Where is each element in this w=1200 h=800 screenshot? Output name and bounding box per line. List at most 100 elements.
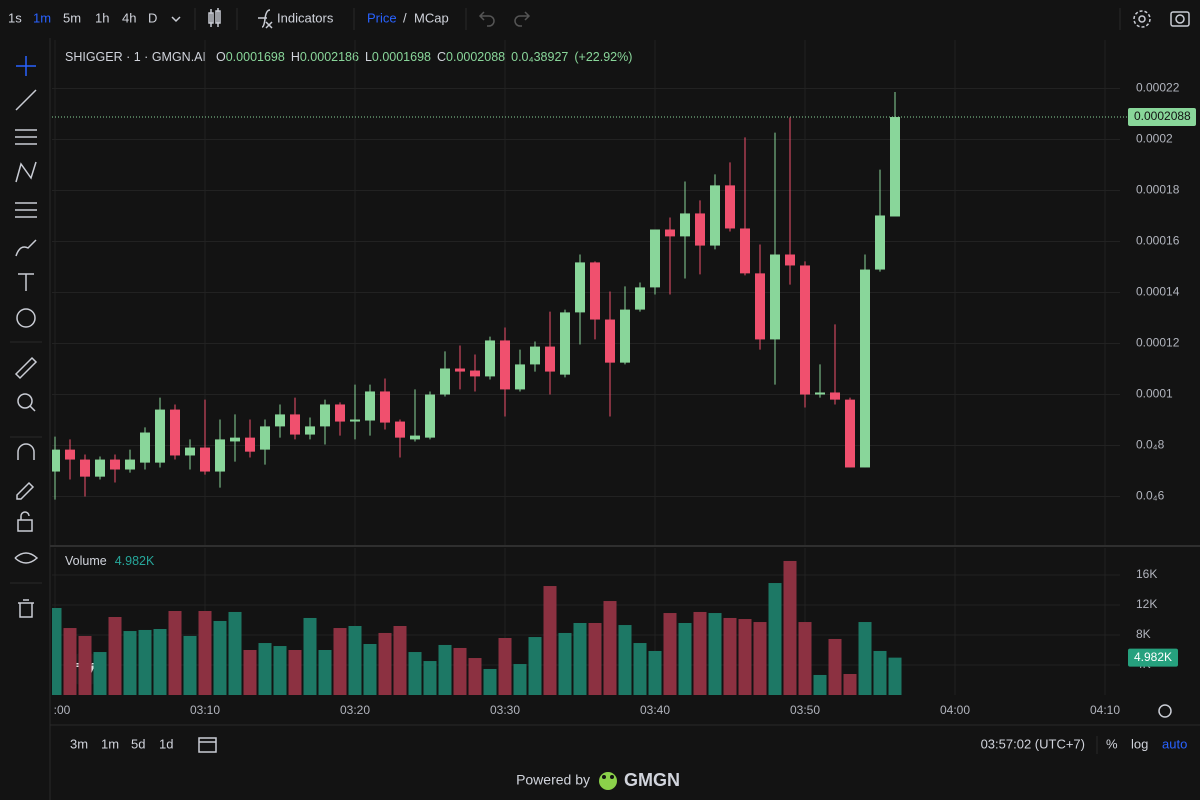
prediction-tool[interactable]	[15, 202, 37, 218]
candle-body	[425, 394, 435, 438]
volume-bar	[423, 661, 437, 695]
x-tick-label: 03:50	[790, 703, 820, 717]
change-value: 0.0₄38927	[511, 50, 568, 64]
brush-tool[interactable]	[15, 239, 37, 257]
volume-bar	[408, 652, 422, 695]
lock-drawing-tool[interactable]	[16, 481, 35, 500]
interval-button[interactable]: 5m	[63, 10, 81, 25]
candle-body	[65, 449, 75, 460]
magnet-tool[interactable]	[17, 443, 35, 460]
ruler-tool[interactable]	[14, 356, 38, 380]
last-volume-label: 4.982K	[1134, 650, 1172, 664]
candle-body	[665, 229, 675, 237]
candle-body	[470, 370, 480, 377]
settings-button[interactable]	[1133, 10, 1151, 28]
candle-body	[275, 414, 285, 427]
volume-bar	[843, 674, 857, 695]
redo-button[interactable]	[514, 11, 531, 27]
candle-body	[650, 229, 660, 288]
pattern-tool[interactable]	[15, 161, 37, 183]
volume-bar	[288, 650, 302, 695]
volume-bar	[813, 674, 827, 695]
interval-button[interactable]: 4h	[122, 10, 136, 25]
chart-type-button[interactable]	[208, 8, 221, 27]
x-tick-label: 03:40	[640, 703, 670, 717]
volume-bar	[573, 623, 587, 695]
interval-dropdown[interactable]	[171, 16, 181, 23]
date-range-button[interactable]	[198, 737, 217, 753]
volume-bar	[138, 629, 152, 695]
candle-body	[515, 364, 525, 390]
log-toggle[interactable]: log	[1131, 736, 1148, 751]
y-tick-label: 0.00014	[1136, 285, 1180, 299]
ohlc-label: C	[437, 50, 446, 64]
candle-body	[290, 414, 300, 435]
y-tick-label: 0.0₄8	[1136, 438, 1165, 452]
indicators-button[interactable]: Indicators	[277, 10, 334, 25]
volume-bar	[558, 632, 572, 695]
price-toggle[interactable]: Price	[367, 10, 397, 25]
volume-bar	[93, 652, 107, 695]
range-button[interactable]: 3m	[70, 736, 88, 751]
undo-button[interactable]	[478, 11, 495, 27]
ohlc-value: 0.0002088	[446, 50, 505, 64]
range-button[interactable]: 5d	[131, 736, 145, 751]
candle-body	[740, 228, 750, 274]
volume-bar	[888, 657, 902, 695]
y-tick-label: 0.0₄6	[1136, 489, 1165, 503]
volume-bar	[873, 650, 887, 695]
interval-button[interactable]: 1s	[8, 10, 22, 25]
volume-bar	[243, 650, 257, 695]
interval-button[interactable]: D	[148, 10, 157, 25]
volume-bar	[738, 619, 752, 695]
y-tick-label: 0.00016	[1136, 234, 1180, 248]
powered-by: Powered by	[516, 772, 590, 788]
interval-button[interactable]: 1h	[95, 10, 109, 25]
zoom-tool[interactable]	[17, 393, 36, 412]
candle-body	[680, 213, 690, 237]
mcap-toggle[interactable]: MCap	[414, 10, 449, 25]
y-tick-label: 0.0002	[1136, 132, 1173, 146]
volume-bar	[708, 613, 722, 695]
ohlc-label: O	[216, 50, 226, 64]
indicators-icon[interactable]	[258, 9, 273, 29]
volume-bar	[123, 631, 137, 695]
trendline-tool[interactable]	[15, 89, 37, 111]
volume-bar	[618, 625, 632, 695]
range-button[interactable]: 1m	[101, 736, 119, 751]
volume-bar	[318, 650, 332, 695]
volume-bar	[648, 650, 662, 695]
screenshot-button[interactable]	[1170, 11, 1190, 27]
candle-body	[605, 319, 615, 363]
emoji-tool[interactable]	[16, 308, 36, 328]
lock-tool[interactable]	[17, 511, 33, 532]
candle-body	[155, 409, 165, 463]
text-tool[interactable]	[18, 273, 34, 291]
candle-body	[455, 368, 465, 372]
volume-bar	[753, 622, 767, 695]
interval-button[interactable]: 1m	[33, 10, 51, 25]
axis-settings[interactable]	[1158, 704, 1172, 718]
change-percent: (+22.92%)	[574, 50, 632, 64]
candle-body	[215, 439, 225, 472]
delete-tool[interactable]	[18, 599, 34, 618]
clock: 03:57:02 (UTC+7)	[981, 736, 1085, 751]
visibility-tool[interactable]	[14, 552, 39, 564]
range-button[interactable]: 1d	[159, 736, 173, 751]
candle-body	[230, 437, 240, 442]
volume-bar	[168, 611, 182, 695]
fib-tool[interactable]	[15, 129, 37, 145]
candle-body	[860, 269, 870, 468]
candle-body	[575, 262, 585, 313]
percent-toggle[interactable]: %	[1106, 736, 1118, 751]
auto-toggle[interactable]: auto	[1162, 736, 1187, 751]
candle-body	[815, 392, 825, 395]
candle-body	[725, 185, 735, 229]
ohlc-value: 0.0001698	[372, 50, 431, 64]
crosshair-tool[interactable]	[16, 56, 36, 76]
candle-body	[545, 346, 555, 372]
volume-header: Volume 4.982K	[65, 554, 155, 568]
volume-bar	[303, 617, 317, 695]
y-tick-label: 16K	[1136, 567, 1157, 581]
